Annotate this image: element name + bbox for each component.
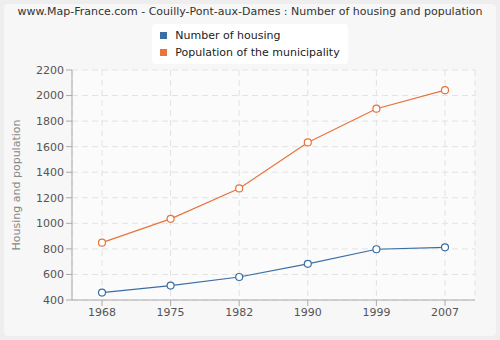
svg-text:2200: 2200 <box>36 64 64 77</box>
svg-text:1000: 1000 <box>36 217 64 230</box>
svg-text:1200: 1200 <box>36 192 64 205</box>
svg-text:1990: 1990 <box>294 306 322 319</box>
svg-text:2007: 2007 <box>431 306 459 319</box>
svg-text:2000: 2000 <box>36 89 64 102</box>
html-text:Population of the municipality: Population of the municipality <box>175 46 340 59</box>
svg-text:1999: 1999 <box>362 306 390 319</box>
svg-text:1968: 1968 <box>88 306 116 319</box>
svg-text:Housing and population: Housing and population <box>10 120 23 251</box>
svg-text:1400: 1400 <box>36 166 64 179</box>
svg-text:600: 600 <box>43 268 64 281</box>
svg-text:400: 400 <box>43 294 64 307</box>
html-text:Number of housing: Number of housing <box>175 29 281 42</box>
svg-text:1800: 1800 <box>36 115 64 128</box>
svg-text:800: 800 <box>43 243 64 256</box>
svg-text:1975: 1975 <box>157 306 185 319</box>
svg-text:1600: 1600 <box>36 141 64 154</box>
svg-text:1982: 1982 <box>225 306 253 319</box>
html-text:www.Map-France.com - Couilly-P: www.Map-France.com - Couilly-Pont-aux-Da… <box>17 5 483 18</box>
